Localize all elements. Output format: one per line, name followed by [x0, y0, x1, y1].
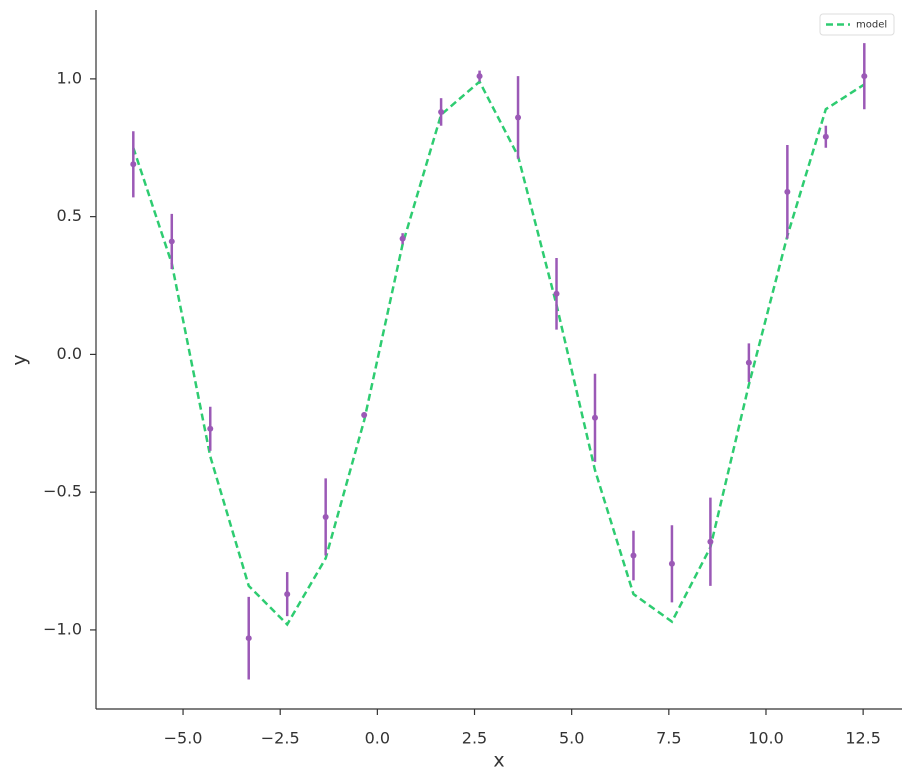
legend: model [819, 13, 895, 36]
data-point [553, 290, 560, 297]
data-point [745, 359, 752, 366]
data-point [591, 414, 598, 421]
data-point [207, 425, 214, 432]
x-axis-label: x [493, 750, 504, 772]
x-tick-label: −2.5 [261, 729, 300, 748]
data-point [515, 114, 522, 121]
data-point [630, 552, 637, 559]
y-tick-label: 1.0 [57, 68, 82, 87]
data-point [784, 188, 791, 195]
data-point [822, 133, 829, 140]
data-point [668, 560, 675, 567]
model-line [132, 79, 865, 627]
data-point [168, 238, 175, 245]
x-tick-label: 10.0 [748, 729, 784, 748]
x-tick-label: 5.0 [559, 729, 584, 748]
data-point [245, 635, 252, 642]
x-tick-label: 7.5 [656, 729, 681, 748]
y-tick-label: 0.5 [57, 206, 82, 225]
data-point [438, 108, 445, 115]
y-tick-label: 0.0 [57, 344, 82, 363]
data-point [322, 513, 329, 520]
y-tick-label: −1.0 [43, 619, 82, 638]
x-tick-label: −5.0 [164, 729, 203, 748]
data-point [130, 161, 137, 168]
y-axis-label: y [9, 354, 31, 365]
y-tick-label: −0.5 [43, 482, 82, 501]
x-tick-label: 2.5 [462, 729, 487, 748]
x-tick-label: 0.0 [365, 729, 390, 748]
data-point [707, 538, 714, 545]
data-point [284, 591, 291, 598]
data-point [861, 73, 868, 80]
data-point [476, 73, 483, 80]
legend-frame [819, 13, 895, 36]
data-point [399, 235, 406, 242]
legend-label: model [856, 20, 887, 31]
data-point [361, 412, 368, 419]
x-tick-label: 12.5 [845, 729, 881, 748]
